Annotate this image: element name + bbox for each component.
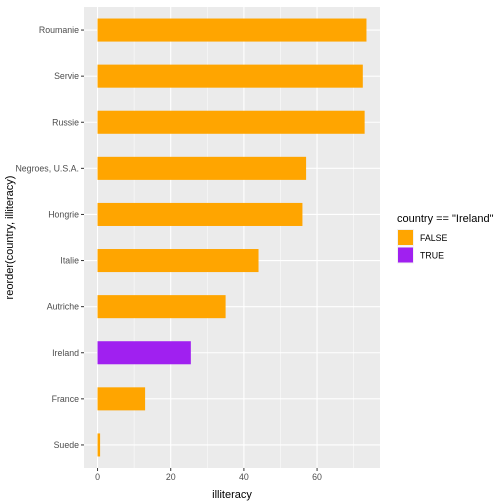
bar-ireland [97,341,191,365]
bar-roumanie [97,18,367,42]
y-tick-label: France [52,394,79,404]
x-tick-label: 60 [312,472,322,482]
bar-hongrie [97,202,303,226]
x-tick-label: 40 [239,472,249,482]
bar-servie [97,64,363,88]
y-tick-label: Ireland [52,348,79,358]
x-tick-label: 0 [95,472,100,482]
legend-swatch [398,230,413,245]
bar-russie [97,110,365,134]
y-tick-label: Hongrie [48,209,79,219]
legend-entries: FALSE TRUE [397,229,448,264]
x-tick-label: 20 [166,472,176,482]
bar-italie [97,249,259,273]
y-tick-label: Russie [52,117,79,127]
y-tick-label: Italie [60,256,79,266]
x-axis-ticks: 0 20 40 60 [95,468,322,482]
legend-label: TRUE [420,251,444,261]
y-tick-label: Suede [54,440,80,450]
y-tick-label: Autriche [47,302,79,312]
legend: country == "Ireland" FALSE TRUE [397,213,494,264]
y-tick-label: Negroes, U.S.A. [15,163,79,173]
bar-negroes-u-s-a [97,156,307,180]
bar-france [97,387,146,411]
y-tick-label: Roumanie [39,25,79,35]
bar-suede [97,433,101,457]
x-axis-title: illiteracy [212,489,252,501]
legend-title: country == "Ireland" [397,213,494,225]
y-axis-ticks: Suede France Ireland Autriche Italie Hongrie N… [15,25,84,450]
bar-autriche [97,295,226,319]
legend-label: FALSE [420,233,448,243]
y-tick-label: Servie [54,71,79,81]
legend-swatch [398,247,413,263]
bars [97,18,367,457]
y-axis-title: reorder(country, illiteracy) [4,176,16,300]
